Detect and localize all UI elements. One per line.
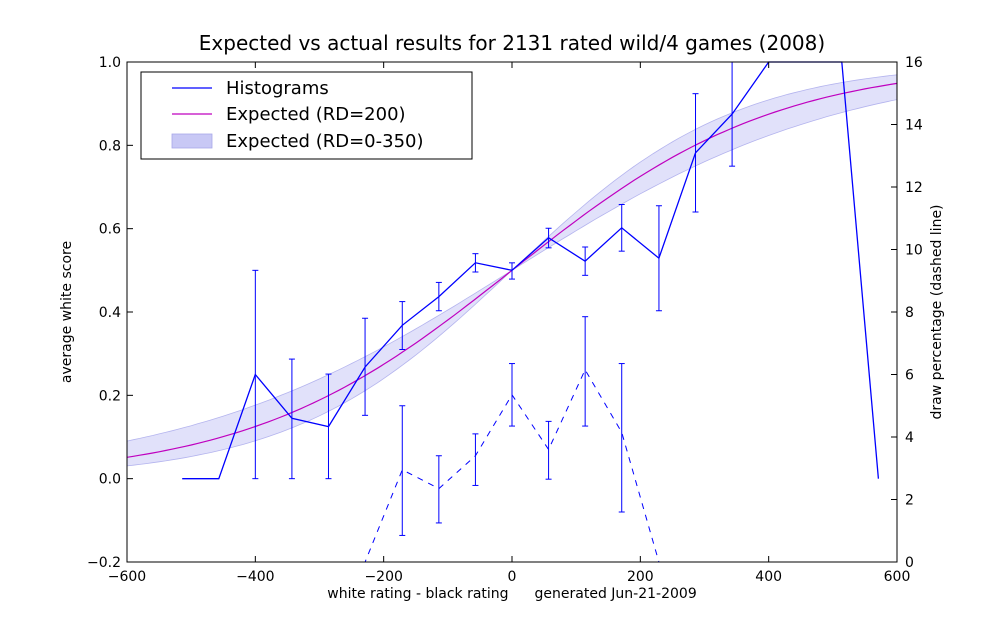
legend-label: Expected (RD=200) [226,104,406,125]
y-tick-label: 0.8 [99,138,121,154]
y-right-tick-label: 16 [905,55,923,71]
y-tick-label: −0.2 [87,555,121,571]
legend-label: Histograms [226,78,329,99]
chart-title: Expected vs actual results for 2131 rate… [199,31,825,55]
x-tick-label: 600 [884,569,911,585]
y-tick-label: 0.6 [99,222,121,238]
x-tick-label: 200 [627,569,654,585]
x-tick-label: −600 [108,569,146,585]
legend: Histograms Expected (RD=200) Expected (RD=… [140,71,473,160]
tick-layer: −600 −400 −200 0 200 400 600 −0.2 0.0 0.2 0.4 0.6 0.… [87,55,923,585]
y-right-tick-label: 12 [905,180,923,196]
x-tick-label: 400 [755,569,782,585]
x-axis-label: white rating - black rating generated Jun… [327,586,696,602]
generated-date-note: generated Jun-21-2009 [535,586,697,602]
y-right-tick-label: 10 [905,243,923,259]
y-right-tick-label: 4 [905,430,914,446]
y-right-tick-label: 8 [905,305,914,321]
x-tick-label: 0 [508,569,517,585]
y-axis-label: average white score [59,241,75,383]
y-tick-label: 0.0 [99,472,121,488]
y-tick-label: 1.0 [99,55,121,71]
y-right-tick-label: 14 [905,118,923,134]
y-tick-label: 0.2 [99,388,121,404]
x-axis-label-text: white rating - black rating [327,586,508,602]
series-layer [126,61,898,563]
y-tick-label: 0.4 [99,305,121,321]
x-tick-label: −200 [364,569,402,585]
legend-swatch-band [171,133,213,149]
y-right-tick-label: 0 [905,555,914,571]
x-tick-label: −400 [236,569,274,585]
y-axis-right-label: draw percentage (dashed line) [929,204,945,419]
legend-label: Expected (RD=0-350) [226,131,424,152]
y-right-tick-label: 2 [905,493,914,509]
histogram-line [182,61,880,480]
y-right-tick-label: 6 [905,368,914,384]
